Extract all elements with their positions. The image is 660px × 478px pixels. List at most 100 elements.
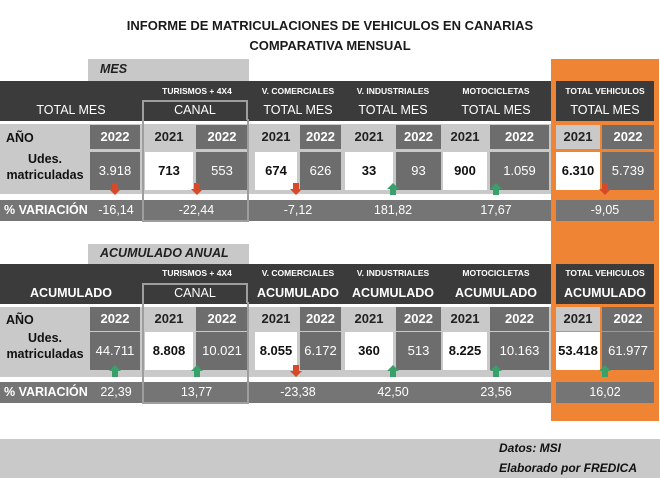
- arrow-up-icon: [490, 365, 502, 377]
- canal-alquiler-frame: [142, 119, 249, 222]
- cat-vcom: V. COMERCIALES: [261, 268, 335, 278]
- arrow-down-icon: [290, 183, 302, 195]
- variation-label: % VARIACIÓN: [4, 203, 88, 217]
- udes-label: Udes. matriculadas: [4, 330, 86, 362]
- year-label: AÑO: [6, 313, 34, 327]
- value-canal-2022: 10.021: [196, 332, 248, 370]
- year-2021: 2021: [556, 307, 600, 331]
- cat-vcom: V. COMERCIALES: [261, 86, 335, 96]
- udes-label: Udes. matriculadas: [4, 151, 86, 183]
- variation-moto: 23,56: [480, 385, 512, 399]
- cat-turismos: TURISMOS + 4X4: [162, 268, 232, 278]
- variation-total-mes: -16,14: [98, 203, 134, 217]
- udes-label-line1: Udes.: [27, 331, 63, 345]
- report-subtitle: COMPARATIVA MENSUAL: [249, 38, 411, 53]
- year-2021: 2021: [145, 125, 193, 149]
- section-acumulado: ACUMULADO ANUAL: [88, 244, 249, 264]
- value-vind-2022: 93: [396, 152, 441, 190]
- value-moto-2021: 8.225: [443, 332, 487, 370]
- arrow-up-icon: [387, 183, 399, 195]
- variation-bar-total: [556, 200, 654, 221]
- year-2021: 2021: [345, 125, 393, 149]
- value-total-acum-2022: 44.711: [90, 332, 140, 370]
- year-2022: 2022: [196, 125, 248, 149]
- arrow-up-icon: [109, 365, 121, 377]
- variation-total-acum: 22,39: [100, 385, 132, 399]
- arrow-up-icon: [490, 183, 502, 195]
- sub-vcom: TOTAL MES: [263, 103, 333, 117]
- value-total-2021: 6.310: [556, 152, 600, 190]
- cat-vind: V. INDUSTRIALES: [356, 268, 430, 278]
- variation-label: % VARIACIÓN: [4, 385, 88, 399]
- section-mes: MES: [88, 59, 249, 81]
- footer-bar: [0, 439, 660, 478]
- sub-acumulado: ACUMULADO: [30, 286, 112, 300]
- cat-turismos: TURISMOS + 4X4: [162, 86, 232, 96]
- cat-total: TOTAL VEHICULOS: [565, 86, 645, 96]
- year-2022: 2022: [490, 125, 549, 149]
- year-2022: 2022: [602, 125, 654, 149]
- header-band: [0, 81, 551, 121]
- value-vind-2021: 360: [345, 332, 393, 370]
- cat-moto: MOTOCICLETAS: [462, 268, 530, 278]
- year-2021: 2021: [443, 307, 487, 331]
- variation-bar: [0, 382, 551, 403]
- variation-vind: 42,50: [377, 385, 409, 399]
- arrow-up-icon: [191, 365, 203, 377]
- sub-vind: TOTAL MES: [358, 103, 428, 117]
- sub-moto: ACUMULADO: [455, 286, 537, 300]
- year-2022: 2022: [396, 125, 441, 149]
- year-2021: 2021: [255, 307, 297, 331]
- variation-vcom: -7,12: [283, 203, 313, 217]
- value-moto-2022: 1.059: [490, 152, 549, 190]
- value-vcom-2021: 674: [255, 152, 297, 190]
- sub-canal-alquiler: CANAL ALQUILER: [142, 100, 248, 133]
- year-2022: 2022: [196, 307, 248, 331]
- header-band: [0, 264, 551, 304]
- cat-total: TOTAL VEHICULOS: [565, 268, 645, 278]
- value-vcom-2022: 626: [300, 152, 341, 190]
- arrow-down-icon: [290, 365, 302, 377]
- year-2021: 2021: [443, 125, 487, 149]
- canal-alquiler-frame: [142, 302, 249, 404]
- variation-bar: [0, 200, 551, 221]
- sub-vind: ACUMULADO: [352, 286, 434, 300]
- value-vcom-2022: 6.172: [300, 332, 341, 370]
- year-2022: 2022: [300, 307, 341, 331]
- header-band-total: [556, 264, 654, 304]
- cat-vind: V. INDUSTRIALES: [356, 86, 430, 96]
- variation-canal: -22,44: [178, 203, 215, 217]
- sub-vcom: ACUMULADO: [257, 286, 339, 300]
- year-2022: 2022: [396, 307, 441, 331]
- arrow-down-icon: [109, 183, 121, 195]
- variation-vcom: -23,38: [280, 385, 316, 399]
- arrow-up-icon: [599, 365, 611, 377]
- variation-bar-total: [556, 382, 654, 403]
- year-2022: 2022: [90, 125, 140, 149]
- sub-canal-alquiler: CANAL ALQUILER: [142, 283, 248, 316]
- year-2022: 2022: [300, 125, 341, 149]
- value-canal-2022: 553: [196, 152, 248, 190]
- cat-moto: MOTOCICLETAS: [462, 86, 530, 96]
- year-2022: 2022: [490, 307, 549, 331]
- variation-moto: 17,67: [480, 203, 512, 217]
- year-2021: 2021: [556, 125, 600, 149]
- value-moto-2022: 10.163: [490, 332, 549, 370]
- value-canal-2021: 713: [145, 152, 193, 190]
- report-title: INFORME DE MATRICULACIONES DE VEHICULOS …: [126, 18, 534, 33]
- value-vind-2021: 33: [345, 152, 393, 190]
- footer-author: Elaborado por FREDICA: [499, 461, 638, 475]
- variation-total: -9,05: [590, 203, 620, 217]
- sub-total: TOTAL MES: [570, 103, 640, 117]
- value-vind-2022: 513: [396, 332, 441, 370]
- variation-total: 16,02: [589, 385, 621, 399]
- year-label: AÑO: [6, 131, 34, 145]
- sub-moto: TOTAL MES: [461, 103, 531, 117]
- arrow-down-icon: [599, 183, 611, 195]
- variation-vind: 181,82: [373, 203, 413, 217]
- header-band-total: [556, 81, 654, 121]
- arrow-down-icon: [191, 183, 203, 195]
- arrow-up-icon: [387, 365, 399, 377]
- value-total-2022: 5.739: [602, 152, 654, 190]
- value-canal-2021: 8.808: [145, 332, 193, 370]
